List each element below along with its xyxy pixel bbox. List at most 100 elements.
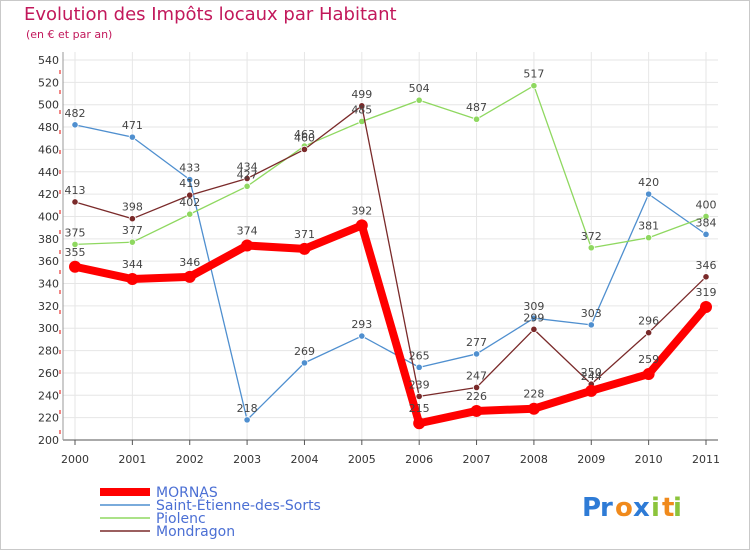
- y-tick-label: 500: [38, 99, 59, 112]
- data-point: [71, 240, 79, 249]
- data-point: [645, 329, 653, 337]
- data-point: [300, 145, 309, 154]
- data-label: 485: [351, 103, 372, 116]
- series-line-mornas: [71, 221, 710, 428]
- data-label: 420: [638, 176, 659, 189]
- series-line-saint-tienne-des-sorts: [74, 124, 707, 421]
- x-tick-label: 2006: [405, 453, 433, 466]
- data-point: [645, 190, 653, 198]
- data-point: [243, 416, 251, 424]
- data-label: 218: [237, 402, 258, 415]
- x-tick-label: 2010: [635, 453, 663, 466]
- y-tick-label: 520: [38, 76, 59, 89]
- y-tick-label: 420: [38, 188, 59, 201]
- data-point: [126, 273, 139, 286]
- data-point: [472, 350, 481, 358]
- logo-letter: P: [582, 493, 601, 523]
- data-label: 346: [696, 259, 717, 272]
- data-label: 374: [237, 225, 258, 238]
- data-point: [243, 182, 251, 190]
- y-tick-label: 200: [38, 434, 59, 447]
- proxiti-logo: Pr o x i ti: [582, 493, 682, 523]
- data-label: 372: [581, 230, 602, 243]
- data-label: 269: [294, 345, 315, 358]
- x-tick-label: 2004: [290, 453, 318, 466]
- logo-letter: o: [615, 493, 633, 523]
- data-point: [128, 133, 136, 141]
- logo-letter: t: [662, 493, 674, 523]
- x-tick-label: 2000: [61, 453, 89, 466]
- data-label: 247: [466, 369, 487, 382]
- y-tick-label: 260: [38, 367, 59, 380]
- data-label: 309: [523, 300, 544, 313]
- data-point: [128, 215, 136, 223]
- data-label: 299: [523, 311, 544, 324]
- grid-lines: [63, 52, 718, 441]
- data-point: [186, 191, 194, 199]
- logo-letter: r: [600, 493, 613, 523]
- data-point: [472, 115, 481, 123]
- data-point: [358, 332, 366, 340]
- data-point: [243, 174, 251, 183]
- data-label: 384: [696, 216, 717, 229]
- x-tick-label: 2003: [233, 453, 261, 466]
- data-point: [300, 359, 309, 367]
- data-label: 504: [409, 82, 430, 95]
- y-tick-label: 240: [38, 389, 59, 402]
- data-label: 398: [122, 201, 143, 214]
- data-point: [530, 325, 538, 333]
- data-label: 244: [581, 370, 602, 383]
- y-tick-label: 460: [38, 143, 59, 156]
- y-tick-label: 440: [38, 166, 59, 179]
- chart-subtitle: (en € et par an): [26, 28, 113, 41]
- y-tick-label: 300: [38, 322, 59, 335]
- data-point: [355, 219, 368, 232]
- data-label: 346: [179, 256, 200, 269]
- data-label: 293: [351, 318, 372, 331]
- data-point: [415, 363, 423, 371]
- data-label: 392: [351, 204, 372, 217]
- x-tick-label: 2011: [692, 453, 720, 466]
- logo-letter: x: [633, 493, 650, 523]
- y-tick-label: 540: [38, 54, 59, 67]
- data-label: 434: [237, 160, 258, 173]
- data-label: 433: [179, 162, 200, 175]
- data-point: [587, 321, 595, 329]
- data-point: [183, 270, 196, 283]
- axes: 200 220 240 260 280 300 320 340 360 380 400 420 440 4…: [38, 52, 720, 466]
- data-point: [530, 82, 538, 90]
- legend-label: MORNAS: [156, 485, 218, 501]
- data-point: [470, 404, 483, 417]
- data-point: [298, 242, 311, 255]
- series-line-piolenc: [74, 85, 707, 249]
- y-tick-label: 340: [38, 278, 59, 291]
- data-point: [585, 384, 598, 397]
- data-label: 296: [638, 315, 659, 328]
- x-tick-label: 2007: [463, 453, 491, 466]
- logo-letter: i: [651, 493, 660, 523]
- y-tick-label: 360: [38, 255, 59, 268]
- data-label: 319: [696, 286, 717, 299]
- y-tick-label: 400: [38, 210, 59, 223]
- data-point: [700, 301, 712, 313]
- data-label: 259: [638, 353, 659, 366]
- data-label: 265: [409, 349, 430, 362]
- y-tick-label: 220: [38, 412, 59, 425]
- data-point: [415, 96, 423, 104]
- data-point: [415, 392, 423, 401]
- data-label: 303: [581, 307, 602, 320]
- data-point: [530, 314, 538, 322]
- chart-title: Evolution des Impôts locaux par Habitant: [24, 4, 397, 25]
- data-point: [69, 260, 81, 273]
- y-tick-label: 280: [38, 345, 59, 358]
- data-point: [527, 402, 540, 415]
- data-label: 226: [466, 390, 487, 403]
- data-label: 215: [409, 402, 430, 415]
- data-labels: 355 344 346 374 371 392 215 226 228 244 259 319 482 4…: [65, 68, 717, 416]
- data-point: [71, 121, 79, 129]
- data-label: 471: [122, 119, 143, 132]
- data-point: [358, 102, 366, 110]
- y-tick-label: 380: [38, 233, 59, 246]
- legend-label: Saint-Étienne-des-Sorts: [156, 497, 321, 514]
